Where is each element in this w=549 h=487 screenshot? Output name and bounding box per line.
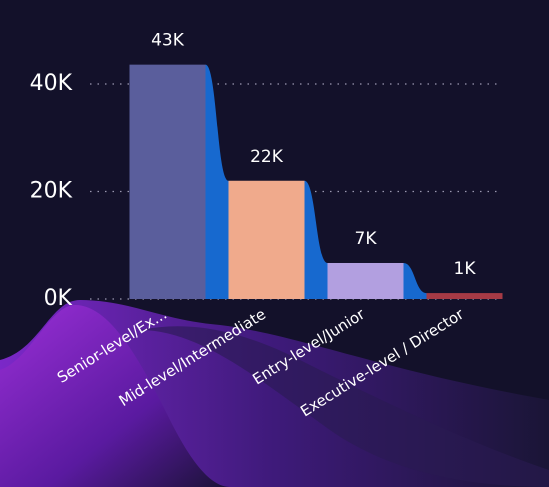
ribbon	[403, 262, 427, 299]
bar	[129, 64, 206, 300]
y-tick-label: 0K	[44, 286, 73, 311]
ribbon	[205, 64, 229, 300]
value-label: 22K	[250, 147, 284, 167]
value-label: 1K	[454, 259, 477, 279]
background-wave	[140, 326, 549, 487]
bar	[426, 293, 503, 299]
value-label: 7K	[355, 229, 378, 249]
bar	[228, 180, 305, 299]
y-tick-label: 20K	[30, 179, 73, 204]
background-wave	[0, 305, 230, 487]
bar	[327, 262, 404, 299]
y-tick-label: 40K	[30, 71, 73, 96]
value-label: 43K	[151, 31, 185, 51]
ribbon	[304, 180, 328, 299]
